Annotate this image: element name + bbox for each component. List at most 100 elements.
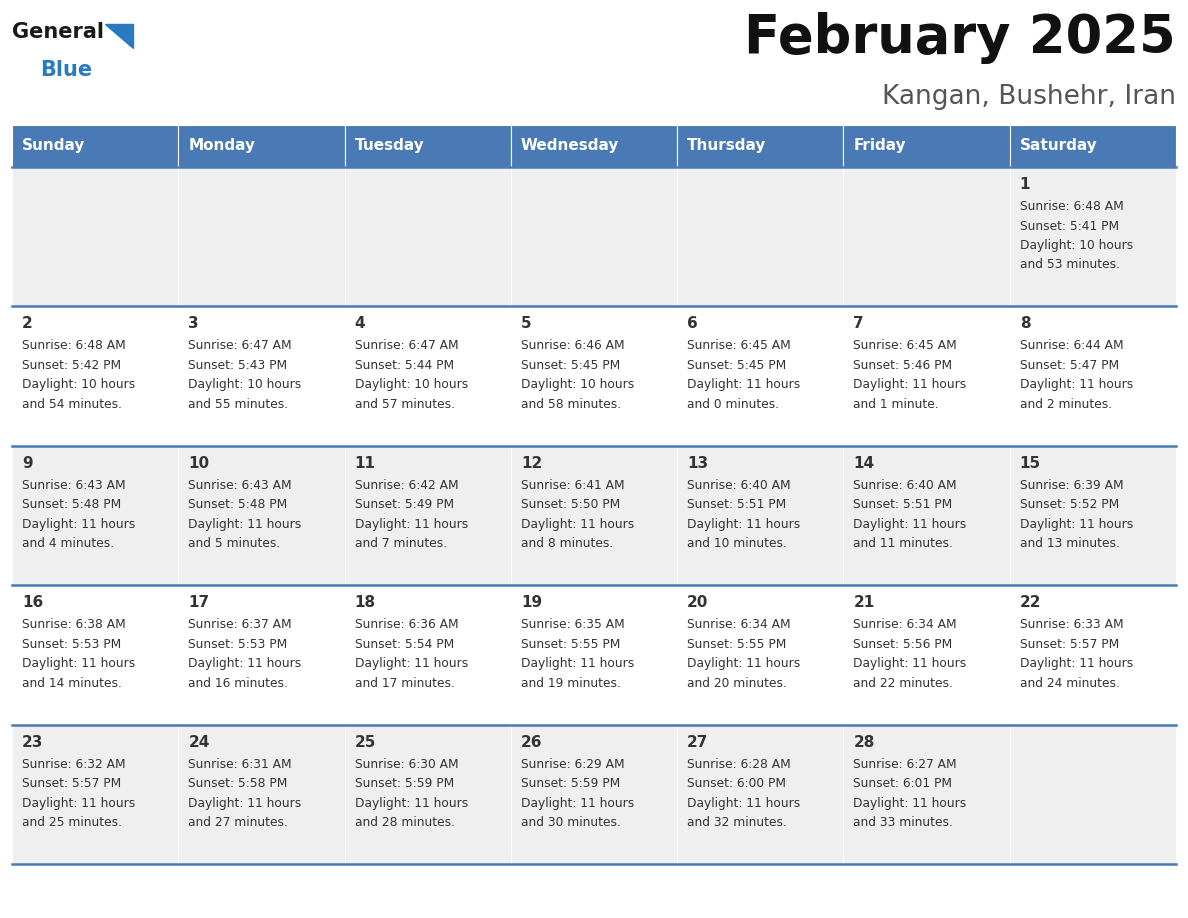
Text: Sunrise: 6:48 AM: Sunrise: 6:48 AM — [1019, 200, 1124, 213]
Text: Daylight: 11 hours: Daylight: 11 hours — [188, 797, 302, 810]
Bar — [345, 125, 511, 167]
Text: 2: 2 — [23, 317, 33, 331]
Text: and 4 minutes.: and 4 minutes. — [23, 537, 114, 550]
Bar — [1010, 446, 1176, 585]
Text: and 57 minutes.: and 57 minutes. — [354, 397, 455, 411]
Bar — [345, 167, 511, 307]
Text: Sunrise: 6:31 AM: Sunrise: 6:31 AM — [188, 757, 292, 770]
Text: Sunrise: 6:45 AM: Sunrise: 6:45 AM — [853, 340, 958, 353]
Text: Sunset: 5:41 PM: Sunset: 5:41 PM — [1019, 219, 1119, 232]
Text: Daylight: 10 hours: Daylight: 10 hours — [23, 378, 135, 391]
Text: Daylight: 11 hours: Daylight: 11 hours — [354, 797, 468, 810]
Bar — [677, 585, 843, 724]
Text: Friday: Friday — [853, 139, 906, 153]
Text: Monday: Monday — [188, 139, 255, 153]
Text: Daylight: 11 hours: Daylight: 11 hours — [853, 657, 967, 670]
Text: Sunset: 5:48 PM: Sunset: 5:48 PM — [23, 498, 121, 511]
Text: General: General — [12, 22, 105, 42]
Text: Saturday: Saturday — [1019, 139, 1098, 153]
Bar — [345, 446, 511, 585]
Text: Daylight: 11 hours: Daylight: 11 hours — [23, 797, 135, 810]
Text: and 16 minutes.: and 16 minutes. — [188, 677, 289, 689]
Text: Sunrise: 6:47 AM: Sunrise: 6:47 AM — [188, 340, 292, 353]
Text: Sunset: 5:53 PM: Sunset: 5:53 PM — [23, 638, 121, 651]
Text: Sunset: 5:50 PM: Sunset: 5:50 PM — [520, 498, 620, 511]
Text: and 14 minutes.: and 14 minutes. — [23, 677, 122, 689]
Text: Sunset: 6:00 PM: Sunset: 6:00 PM — [687, 778, 786, 790]
Text: 20: 20 — [687, 595, 708, 610]
Text: Sunrise: 6:46 AM: Sunrise: 6:46 AM — [520, 340, 625, 353]
Bar — [511, 125, 677, 167]
Bar — [677, 446, 843, 585]
Text: Sunset: 5:45 PM: Sunset: 5:45 PM — [687, 359, 786, 372]
Text: Sunrise: 6:43 AM: Sunrise: 6:43 AM — [188, 479, 292, 492]
Text: and 13 minutes.: and 13 minutes. — [1019, 537, 1119, 550]
Text: 22: 22 — [1019, 595, 1041, 610]
Text: 11: 11 — [354, 456, 375, 471]
Text: 4: 4 — [354, 317, 365, 331]
Text: Sunset: 5:44 PM: Sunset: 5:44 PM — [354, 359, 454, 372]
Polygon shape — [105, 24, 133, 48]
Text: Daylight: 11 hours: Daylight: 11 hours — [1019, 518, 1133, 531]
Text: 15: 15 — [1019, 456, 1041, 471]
Text: Daylight: 11 hours: Daylight: 11 hours — [23, 657, 135, 670]
Text: Sunrise: 6:27 AM: Sunrise: 6:27 AM — [853, 757, 958, 770]
Text: and 25 minutes.: and 25 minutes. — [23, 816, 122, 829]
Text: Daylight: 10 hours: Daylight: 10 hours — [354, 378, 468, 391]
Text: Daylight: 11 hours: Daylight: 11 hours — [1019, 378, 1133, 391]
Text: and 1 minute.: and 1 minute. — [853, 397, 939, 411]
Text: Sunrise: 6:47 AM: Sunrise: 6:47 AM — [354, 340, 459, 353]
Text: Daylight: 10 hours: Daylight: 10 hours — [188, 378, 302, 391]
Text: Sunset: 5:57 PM: Sunset: 5:57 PM — [23, 778, 121, 790]
Bar — [843, 167, 1010, 307]
Text: 16: 16 — [23, 595, 43, 610]
Text: Sunrise: 6:43 AM: Sunrise: 6:43 AM — [23, 479, 126, 492]
Text: and 28 minutes.: and 28 minutes. — [354, 816, 455, 829]
Bar — [843, 585, 1010, 724]
Text: Daylight: 11 hours: Daylight: 11 hours — [687, 518, 801, 531]
Bar — [511, 724, 677, 864]
Text: Sunset: 5:48 PM: Sunset: 5:48 PM — [188, 498, 287, 511]
Bar — [12, 724, 178, 864]
Text: Sunset: 5:49 PM: Sunset: 5:49 PM — [354, 498, 454, 511]
Bar — [1010, 585, 1176, 724]
Text: Sunset: 5:54 PM: Sunset: 5:54 PM — [354, 638, 454, 651]
Bar — [843, 724, 1010, 864]
Text: Daylight: 11 hours: Daylight: 11 hours — [23, 518, 135, 531]
Bar — [178, 307, 345, 446]
Text: Daylight: 11 hours: Daylight: 11 hours — [520, 657, 634, 670]
Text: February 2025: February 2025 — [745, 12, 1176, 64]
Text: Sunset: 5:45 PM: Sunset: 5:45 PM — [520, 359, 620, 372]
Text: 13: 13 — [687, 456, 708, 471]
Text: Kangan, Bushehr, Iran: Kangan, Bushehr, Iran — [881, 84, 1176, 110]
Text: 9: 9 — [23, 456, 32, 471]
Text: 5: 5 — [520, 317, 531, 331]
Bar — [178, 724, 345, 864]
Text: Sunset: 5:57 PM: Sunset: 5:57 PM — [1019, 638, 1119, 651]
Bar — [511, 167, 677, 307]
Text: Sunset: 5:55 PM: Sunset: 5:55 PM — [687, 638, 786, 651]
Bar — [677, 724, 843, 864]
Text: Sunset: 5:56 PM: Sunset: 5:56 PM — [853, 638, 953, 651]
Bar — [345, 585, 511, 724]
Bar — [843, 307, 1010, 446]
Bar — [843, 446, 1010, 585]
Text: Sunrise: 6:48 AM: Sunrise: 6:48 AM — [23, 340, 126, 353]
Bar — [178, 125, 345, 167]
Bar — [12, 307, 178, 446]
Text: Wednesday: Wednesday — [520, 139, 619, 153]
Bar — [677, 167, 843, 307]
Bar — [12, 167, 178, 307]
Text: Sunset: 5:51 PM: Sunset: 5:51 PM — [853, 498, 953, 511]
Text: Sunrise: 6:41 AM: Sunrise: 6:41 AM — [520, 479, 625, 492]
Bar — [345, 307, 511, 446]
Text: and 24 minutes.: and 24 minutes. — [1019, 677, 1119, 689]
Text: Sunrise: 6:37 AM: Sunrise: 6:37 AM — [188, 618, 292, 632]
Text: Sunday: Sunday — [23, 139, 86, 153]
Text: Tuesday: Tuesday — [354, 139, 424, 153]
Text: Daylight: 11 hours: Daylight: 11 hours — [354, 518, 468, 531]
Text: Daylight: 10 hours: Daylight: 10 hours — [520, 378, 634, 391]
Text: Sunset: 5:53 PM: Sunset: 5:53 PM — [188, 638, 287, 651]
Text: and 27 minutes.: and 27 minutes. — [188, 816, 289, 829]
Text: Daylight: 10 hours: Daylight: 10 hours — [1019, 239, 1133, 252]
